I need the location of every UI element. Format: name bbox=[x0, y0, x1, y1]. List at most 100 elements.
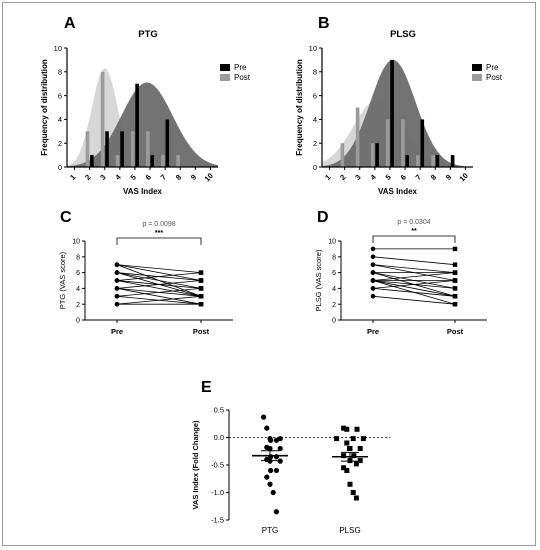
panel-d-pre-point bbox=[370, 278, 376, 283]
panel-a-y-tick-label: 8 bbox=[58, 68, 62, 77]
panel-e-y-tick-label: 0.5 bbox=[214, 406, 224, 415]
panel-c-y-tick-label: 2 bbox=[76, 302, 80, 309]
panel-c-pair-line bbox=[116, 264, 202, 273]
panel-c-x-tick-label-pre: Pre bbox=[111, 327, 123, 336]
panel-a-curve-post bbox=[67, 68, 218, 167]
panel-c-post-point bbox=[198, 302, 204, 307]
panel-a-bar-post-7 bbox=[161, 155, 165, 167]
panel-c-pre-point bbox=[114, 301, 120, 307]
panel-b-x-tick-label: 3 bbox=[353, 173, 362, 182]
panel-c-y-tick-label: 0 bbox=[76, 318, 80, 325]
panel-e-point-plsg bbox=[346, 446, 352, 451]
panel-e-point-plsg bbox=[357, 446, 363, 451]
panel-e-y-tick-label: -1.5 bbox=[211, 516, 224, 525]
panel-e-point-plsg bbox=[347, 481, 353, 487]
panel-b-legend-label-pre: Pre bbox=[486, 63, 499, 72]
panel-e-point-plsg bbox=[357, 458, 363, 464]
panel-b-x-tick-label: 7 bbox=[414, 173, 423, 182]
panel-a-bar-pre-3 bbox=[105, 131, 109, 167]
panel-d-pre-point bbox=[370, 286, 376, 291]
panel-a-x-tick-label: 6 bbox=[144, 173, 153, 182]
panel-b-bar-post-7 bbox=[416, 155, 420, 167]
panel-b-x-tick-label: 6 bbox=[399, 173, 408, 182]
panel-e-x-tick-label-plsg: PLSG bbox=[339, 526, 360, 535]
panel-a-bar-post-6 bbox=[146, 131, 150, 167]
figure-frame bbox=[2, 2, 536, 546]
panel-a-y-label: Frequency of distribution bbox=[40, 59, 49, 156]
panel-b-letter: B bbox=[318, 15, 330, 32]
panel-a-legend-swatch-pre bbox=[220, 64, 230, 71]
panel-d-post-point bbox=[452, 278, 458, 283]
panel-d-significance-bracket bbox=[372, 235, 456, 243]
panel-b-bar-pre-7 bbox=[420, 119, 425, 167]
panel-b-x-tick-label: 9 bbox=[444, 173, 453, 182]
panel-a-bar-pre-7 bbox=[165, 119, 170, 167]
panel-e-point-ptg bbox=[270, 489, 276, 496]
panel-b-x-tick-label: 2 bbox=[338, 173, 347, 182]
panel-a-bar-post-8 bbox=[176, 155, 180, 167]
panel-c-post-point bbox=[198, 294, 204, 299]
panel-e-point-plsg bbox=[351, 453, 357, 459]
panel-e-point-plsg bbox=[354, 426, 360, 432]
panel-e-point-ptg bbox=[268, 467, 274, 474]
panel-b-bar-post-2 bbox=[340, 143, 345, 167]
panel-b-bar-post-3 bbox=[355, 107, 360, 167]
panel-a-legend-label-pre: Pre bbox=[234, 63, 247, 72]
panel-e-point-plsg bbox=[341, 465, 347, 471]
panel-a-x-tick-label: 9 bbox=[189, 173, 198, 182]
panel-b-x-tick-label: 4 bbox=[368, 172, 378, 182]
panel-d-letter: D bbox=[317, 209, 329, 226]
panel-a-bar-pre-2 bbox=[90, 155, 94, 167]
panel-a-y-tick-label: 4 bbox=[58, 115, 62, 124]
panel-d-significance-stars: ** bbox=[411, 228, 417, 235]
panel-e-y-label: VAS Index (Fold Change) bbox=[191, 420, 200, 510]
panel-b-x-tick-label: 10 bbox=[458, 171, 470, 183]
panel-b-bar-post-6 bbox=[401, 119, 405, 167]
panel-a-x-tick-label: 1 bbox=[68, 173, 77, 182]
panel-b-curve-pre bbox=[322, 59, 473, 167]
panel-e-point-plsg bbox=[360, 436, 366, 442]
panel-c-significance-bracket bbox=[116, 237, 202, 245]
panel-d-post-point bbox=[452, 302, 458, 307]
panel-d-pre-point bbox=[370, 246, 376, 252]
panel-d-y-tick-label: 0 bbox=[332, 318, 336, 325]
panel-b-bar-pre-9 bbox=[450, 155, 455, 167]
panel-b-y-tick-label: 4 bbox=[313, 115, 317, 124]
panel-d-post-point bbox=[452, 294, 458, 299]
panel-e-point-plsg bbox=[344, 468, 350, 473]
panel-b-bar-post-4 bbox=[370, 143, 375, 167]
panel-e-point-ptg bbox=[264, 425, 270, 431]
panel-d-x-tick-label-post: Post bbox=[447, 327, 464, 336]
panel-e-point-plsg bbox=[353, 495, 359, 501]
panel-e-point-ptg bbox=[267, 458, 273, 464]
panel-c-pre-point bbox=[114, 286, 120, 291]
panel-d-post-point bbox=[452, 246, 458, 252]
panel-d-pre-point bbox=[370, 270, 376, 275]
panel-c-pre-point bbox=[114, 262, 120, 268]
panel-c-post-point bbox=[198, 286, 204, 291]
panel-c-pre-point bbox=[114, 278, 120, 283]
panel-c-pair-line bbox=[116, 280, 202, 297]
panel-d-y-tick-label: 10 bbox=[328, 239, 336, 246]
panel-c-pair-line bbox=[116, 280, 202, 289]
panel-e-point-plsg bbox=[344, 426, 350, 432]
panel-d-pre-point bbox=[370, 254, 376, 260]
panel-b-y-tick-label: 0 bbox=[313, 163, 317, 172]
panel-c-pair-line bbox=[116, 264, 202, 281]
panel-c-pre-point bbox=[114, 270, 120, 275]
panel-b-bar-post-5 bbox=[385, 119, 390, 167]
panel-a-x-tick-label: 10 bbox=[203, 171, 215, 183]
panel-d-pair-line bbox=[372, 272, 456, 281]
panel-b-bar-pre-6 bbox=[405, 155, 409, 167]
panel-c-post-point bbox=[198, 278, 204, 283]
panel-c-x-tick-label-post: Post bbox=[193, 327, 210, 336]
panel-e-y-tick-label: -1.0 bbox=[211, 488, 224, 497]
panel-d-pair-line bbox=[372, 280, 456, 289]
panel-e-x-tick-label-ptg: PTG bbox=[262, 526, 278, 535]
panel-b-title: PLSG bbox=[390, 29, 416, 40]
panel-e-point-ptg bbox=[261, 414, 267, 420]
panel-a-y-tick-label: 0 bbox=[58, 163, 62, 172]
panel-d-p-value: p = 0.0304 bbox=[397, 219, 430, 226]
panel-d-y-tick-label: 8 bbox=[332, 254, 336, 261]
panel-a-bar-pre-5 bbox=[135, 83, 139, 167]
